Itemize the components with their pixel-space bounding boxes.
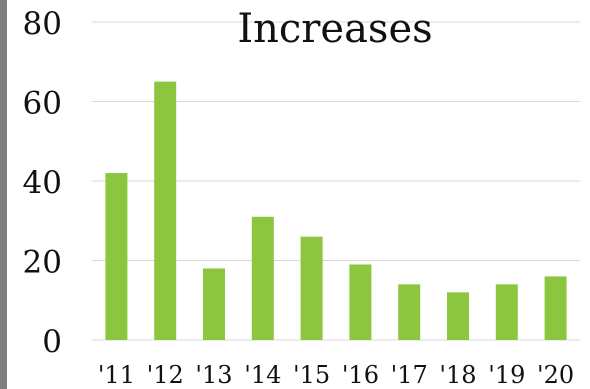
x-tick-label-0: '11 — [98, 361, 135, 389]
bar-7 — [447, 292, 469, 340]
y-tick-label-0: 0 — [42, 324, 62, 360]
x-tick-label-6: '17 — [391, 361, 428, 389]
x-tick-label-7: '18 — [439, 361, 476, 389]
x-tick-label-2: '13 — [195, 361, 232, 389]
bar-8 — [495, 284, 518, 340]
x-axis-tick-labels: '11 '12 '13 '14 '15 '16 '17 '18 '19 '20 — [98, 361, 574, 389]
bar-9 — [544, 276, 567, 340]
x-tick-label-5: '16 — [342, 361, 379, 389]
y-tick-label-20: 20 — [23, 245, 62, 281]
x-tick-label-3: '14 — [244, 361, 281, 389]
chart-title: Increases — [237, 6, 432, 52]
bar-4 — [300, 236, 323, 340]
bar-3 — [251, 216, 274, 340]
bar-0 — [105, 173, 128, 340]
x-tick-label-1: '12 — [147, 361, 184, 389]
left-frame-rule — [0, 0, 7, 389]
y-tick-label-40: 40 — [23, 165, 62, 201]
bars — [105, 81, 567, 340]
y-axis-tick-labels: 0 20 40 60 80 — [23, 6, 62, 360]
y-tick-label-80: 80 — [23, 6, 62, 42]
x-tick-label-8: '19 — [488, 361, 525, 389]
y-tick-label-60: 60 — [23, 86, 62, 122]
bar-1 — [154, 81, 177, 340]
x-tick-label-4: '15 — [293, 361, 330, 389]
bar-2 — [203, 268, 225, 340]
bar-6 — [398, 284, 421, 340]
bar-5 — [349, 264, 372, 340]
x-tick-label-9: '20 — [537, 361, 574, 389]
